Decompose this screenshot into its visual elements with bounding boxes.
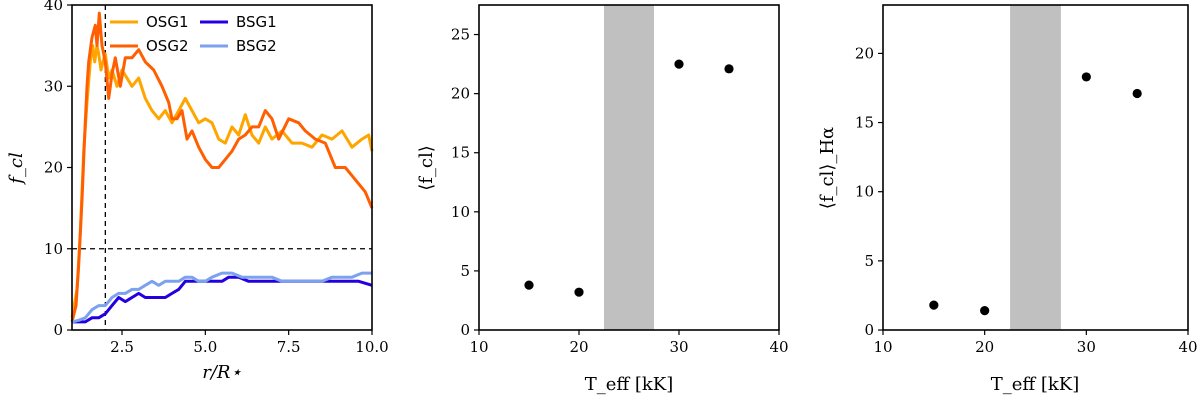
- data-point: [980, 306, 990, 316]
- series-line-bsg2: [71, 271, 372, 324]
- shaded-temperature-band: [1010, 5, 1061, 330]
- panel3-ylabel: ⟨f_cl⟩_Hα: [817, 127, 838, 209]
- legend-label: BSG2: [236, 37, 277, 55]
- y-tick-label: 0: [460, 321, 470, 339]
- legend-label: OSG1: [146, 13, 189, 31]
- shaded-temperature-band: [604, 5, 654, 330]
- y-tick-label: 0: [864, 321, 874, 339]
- data-point: [1132, 88, 1142, 99]
- x-tick-label: 5.0: [193, 338, 217, 356]
- data-point: [574, 287, 584, 297]
- panel1-ylabel: f_cl: [6, 152, 27, 186]
- x-tick-label: 10: [469, 338, 488, 356]
- data-point: [524, 280, 534, 290]
- x-tick-label: 40: [1178, 338, 1197, 356]
- y-tick-label: 15: [451, 144, 470, 162]
- series-line-bsg1: [72, 275, 373, 324]
- y-tick-label: 10: [855, 183, 874, 201]
- y-tick-label: 40: [44, 0, 63, 14]
- legend-label: BSG1: [236, 13, 277, 31]
- y-tick-label: 0: [53, 321, 63, 339]
- data-point: [674, 59, 684, 69]
- legend-label: OSG2: [146, 37, 189, 55]
- data-point: [929, 300, 939, 310]
- panel3-axes-frame: [882, 4, 1189, 331]
- panel1-xlabel: r/R⋆: [202, 362, 242, 383]
- y-tick-label: 10: [451, 203, 470, 221]
- series-line-osg1: [70, 44, 374, 319]
- x-tick-label: 30: [1077, 338, 1096, 356]
- y-tick-label: 5: [460, 262, 470, 280]
- panel2-ylabel: ⟨f_cl⟩: [416, 145, 437, 191]
- panel-mean-clumping: 10 20 30 40 0 5 10 15 20 25 T_eff [kK] ⟨f_cl⟩: [416, 4, 789, 395]
- y-tick-label: 20: [855, 44, 874, 62]
- x-tick-label: 20: [975, 338, 994, 356]
- y-tick-label: 10: [44, 240, 63, 258]
- legend: OSG1 OSG2 BSG1 BSG2: [110, 13, 277, 55]
- panel2-xlabel: T_eff [kK]: [585, 374, 674, 395]
- y-tick-label: 20: [451, 85, 470, 103]
- y-tick-label: 5: [864, 252, 874, 270]
- x-tick-label: 30: [669, 338, 688, 356]
- y-tick-label: 25: [451, 26, 470, 44]
- x-tick-label: 10: [873, 338, 892, 356]
- x-tick-label: 7.5: [277, 338, 301, 356]
- x-tick-label: 40: [769, 338, 788, 356]
- panel-halpha-clumping: 10 20 30 40 0 5 10 15 20 T_eff [kK] ⟨f_cl⟩_Hα: [817, 4, 1198, 395]
- series-line-osg2: [70, 11, 374, 323]
- x-tick-label: 10.0: [355, 338, 388, 356]
- panel3-xlabel: T_eff [kK]: [991, 374, 1080, 395]
- y-tick-label: 15: [855, 114, 874, 132]
- x-tick-label: 2.5: [110, 338, 134, 356]
- x-tick-label: 20: [569, 338, 588, 356]
- data-point: [724, 64, 734, 74]
- y-tick-label: 30: [44, 77, 63, 95]
- data-point: [1081, 72, 1091, 82]
- panel2-axes-frame: [478, 4, 780, 331]
- y-tick-label: 20: [44, 159, 63, 177]
